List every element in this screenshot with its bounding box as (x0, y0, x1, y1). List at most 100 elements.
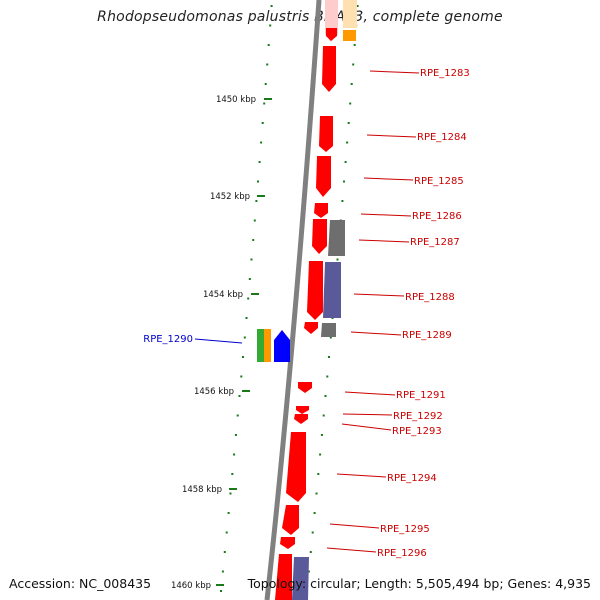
gene-label-rpe-1285[interactable]: RPE_1285 (414, 176, 464, 187)
scale-dot (261, 122, 264, 124)
scale-dot (343, 180, 345, 183)
scale-dot (319, 453, 322, 456)
scale-dot (260, 141, 263, 144)
gene-label-rpe-1293[interactable]: RPE_1293 (392, 426, 442, 437)
scale-dot (317, 473, 320, 475)
scale-dot (247, 297, 250, 300)
scale-label-1456: 1456 kbp (194, 387, 234, 397)
gene-arrow (326, 28, 337, 41)
leader-line (369, 70, 420, 74)
leader-line (344, 391, 396, 396)
gene-arrow (316, 156, 331, 197)
reverse-strand-genes (257, 329, 290, 362)
scale-tick-mark (251, 293, 259, 295)
scale-dot (346, 141, 349, 144)
scale-dot (344, 161, 347, 163)
scale-dot (238, 395, 241, 397)
gene-label-rpe-1290[interactable]: RPE_1290 (143, 334, 193, 345)
scale-dot (350, 83, 353, 85)
genome-summary: Topology: circular; Length: 5,505,494 bp… (247, 576, 591, 591)
gene-arrow (307, 261, 323, 320)
scale-dot (257, 180, 259, 183)
scale-dot (253, 219, 256, 222)
scale-dot (236, 414, 239, 417)
scale-dot (356, 5, 359, 7)
scale-label-1454: 1454 kbp (203, 290, 243, 300)
map-title: Rhodopseudomonas palustris BisA53, compl… (97, 9, 503, 25)
scale-tick-mark (216, 584, 224, 586)
scale-label-1460: 1460 kbp (171, 581, 211, 591)
scale-dot (320, 434, 323, 436)
scale-dot (266, 63, 269, 66)
gene-arrow (296, 406, 309, 414)
gene-arrow (286, 432, 306, 502)
scale-label-1450: 1450 kbp (216, 95, 256, 105)
gene-label-rpe-1294[interactable]: RPE_1294 (387, 473, 437, 484)
gene-arrow (282, 505, 299, 535)
gene-arrow (294, 414, 308, 424)
leader-line (326, 547, 377, 553)
scale-dot (231, 473, 234, 475)
leader-line (363, 177, 414, 181)
gene-label-rpe-1295[interactable]: RPE_1295 (380, 524, 430, 535)
scale-dot (307, 570, 310, 573)
scale-dot (225, 531, 228, 534)
gene-label-rpe-1283[interactable]: RPE_1283 (420, 68, 470, 79)
scale-labels: 1450 kbp 1452 kbp 1454 kbp 1456 kbp 1458… (171, 95, 272, 591)
scale-tick-mark (242, 390, 250, 392)
scale-dot (349, 102, 352, 105)
scale-dot (229, 492, 232, 495)
scale-dot (220, 590, 222, 592)
forward-strand-genes (275, 0, 338, 600)
scale-dot (250, 258, 253, 261)
scale-dot (347, 122, 350, 124)
gene-label-rpe-1289[interactable]: RPE_1289 (402, 330, 452, 341)
scale-dot (233, 453, 236, 456)
scale-dot (258, 161, 261, 163)
scale-dot (324, 395, 327, 397)
outer-track-genes (292, 0, 357, 600)
scale-dot (341, 200, 344, 202)
accession-label: Accession: NC_008435 (9, 576, 152, 591)
scale-dot (221, 570, 224, 573)
scale-dot (227, 512, 230, 514)
gene-arrow (314, 203, 328, 218)
scale-dot (329, 336, 332, 339)
scale-dot (311, 531, 314, 534)
gene-arrow (322, 46, 336, 92)
scale-label-1458: 1458 kbp (182, 485, 222, 495)
gene-labels: RPE_1283 RPE_1284 RPE_1285 RPE_1286 RPE_… (143, 68, 470, 559)
gene-arrow (280, 537, 295, 549)
gene-label-rpe-1288[interactable]: RPE_1288 (405, 292, 455, 303)
scale-dot (313, 512, 316, 514)
leader-line (353, 293, 405, 297)
scale-tick-mark (229, 488, 237, 490)
scale-dot (252, 239, 255, 241)
scale-dot (353, 44, 356, 46)
scale-dot (240, 375, 243, 378)
gene-block-green (257, 329, 264, 362)
scale-dot (245, 317, 248, 319)
leader-line (366, 134, 417, 138)
leader-line (194, 338, 243, 344)
gene-label-rpe-1287[interactable]: RPE_1287 (410, 237, 460, 248)
scale-dot (326, 375, 329, 378)
gene-block-orange-light (343, 0, 357, 28)
gene-label-rpe-1291[interactable]: RPE_1291 (396, 390, 446, 401)
scale-dot (352, 63, 355, 66)
scale-dot (234, 434, 237, 436)
leader-line (336, 473, 387, 478)
leader-line (360, 213, 412, 217)
scale-dot (309, 551, 312, 553)
gene-label-rpe-1286[interactable]: RPE_1286 (412, 211, 462, 222)
scale-dot (243, 336, 246, 339)
gene-label-rpe-1284[interactable]: RPE_1284 (417, 132, 467, 143)
gene-label-rpe-1296[interactable]: RPE_1296 (377, 548, 427, 559)
scale-dot (264, 83, 267, 85)
scale-dot (223, 551, 226, 553)
scale-dot (263, 102, 266, 105)
gene-label-rpe-1292[interactable]: RPE_1292 (393, 411, 443, 422)
gene-block-gray (328, 220, 345, 256)
scale-dot (336, 258, 339, 261)
scale-dot (267, 44, 270, 46)
